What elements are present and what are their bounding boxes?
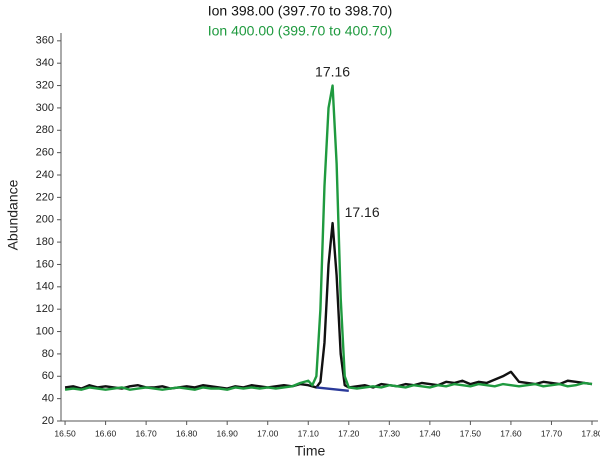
x-tick-label: 17.60: [500, 428, 522, 438]
x-tick-label: 17.40: [419, 428, 441, 438]
y-axis-label: Abundance: [5, 179, 21, 250]
peak-label: 17.16: [345, 204, 380, 220]
x-tick-label: 16.50: [54, 428, 76, 438]
y-tick-label: 260: [36, 147, 54, 159]
x-tick-label: 17.80: [581, 428, 600, 438]
x-tick-label: 17.20: [338, 428, 360, 438]
series-title: Ion 400.00 (399.70 to 400.70): [208, 23, 392, 39]
x-tick-label: 17.10: [298, 428, 320, 438]
y-tick-label: 100: [36, 325, 54, 337]
x-tick-label: 16.60: [95, 428, 117, 438]
series-line: [64, 221, 593, 390]
y-tick-label: 280: [36, 124, 54, 136]
y-tick-label: 300: [36, 102, 54, 114]
series-line: [64, 84, 593, 391]
peak-label: 17.16: [315, 63, 350, 79]
y-tick-label: 40: [42, 393, 54, 405]
x-tick-label: 17.00: [257, 428, 279, 438]
y-tick-label: 340: [36, 57, 54, 69]
y-tick-label: 160: [36, 258, 54, 270]
x-tick-label: 16.70: [135, 428, 157, 438]
y-tick-label: 240: [36, 169, 54, 181]
y-tick-label: 20: [42, 415, 54, 427]
y-tick-label: 80: [42, 348, 54, 360]
x-axis-label: Time: [295, 443, 326, 459]
y-tick-label: 320: [36, 79, 54, 91]
y-tick-label: 200: [36, 214, 54, 226]
series-line: [316, 386, 349, 393]
x-tick-label: 16.90: [217, 428, 239, 438]
x-tick-label: 16.80: [176, 428, 198, 438]
series-title: Ion 398.00 (397.70 to 398.70): [208, 3, 392, 19]
y-tick-label: 140: [36, 281, 54, 293]
y-tick-label: 220: [36, 191, 54, 203]
y-tick-label: 360: [36, 35, 54, 47]
y-tick-label: 60: [42, 370, 54, 382]
y-tick-label: 120: [36, 303, 54, 315]
x-tick-label: 17.70: [541, 428, 563, 438]
x-tick-label: 17.30: [379, 428, 401, 438]
y-tick-label: 180: [36, 236, 54, 248]
x-tick-label: 17.50: [460, 428, 482, 438]
